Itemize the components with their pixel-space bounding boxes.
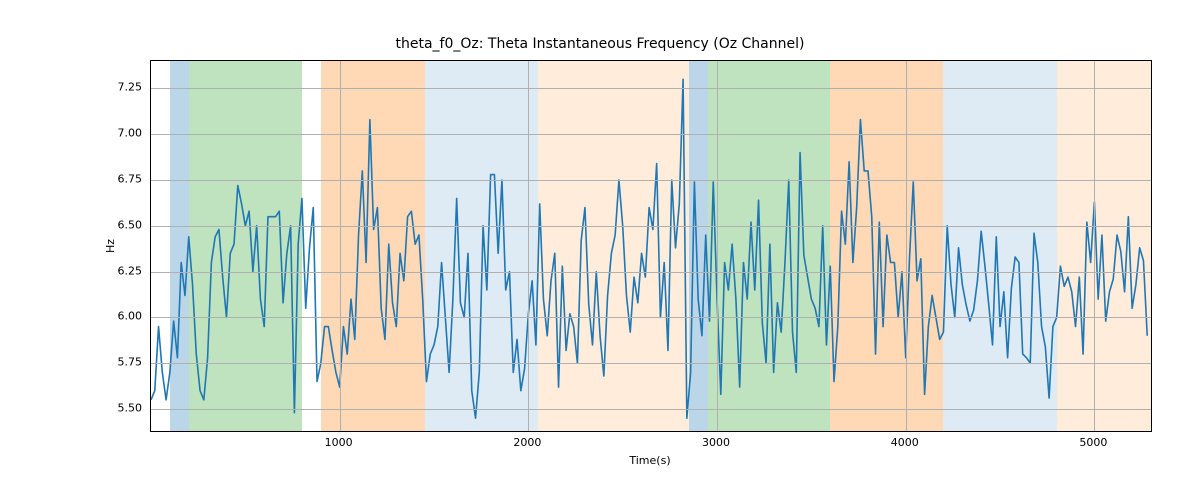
y-tick-label: 6.00 <box>118 310 143 323</box>
gridline-horizontal <box>151 317 1151 318</box>
y-axis-label: Hz <box>104 239 117 253</box>
x-tick-label: 4000 <box>891 436 919 449</box>
x-tick-label: 3000 <box>702 436 730 449</box>
gridline-vertical <box>906 61 907 431</box>
gridline-horizontal <box>151 226 1151 227</box>
figure: theta_f0_Oz: Theta Instantaneous Frequen… <box>0 0 1200 500</box>
axes-area <box>150 60 1152 432</box>
data-line <box>151 79 1147 418</box>
y-tick-label: 6.25 <box>118 264 143 277</box>
gridline-horizontal <box>151 134 1151 135</box>
gridline-vertical <box>717 61 718 431</box>
y-tick-label: 5.75 <box>118 356 143 369</box>
gridline-vertical <box>1094 61 1095 431</box>
x-axis-label: Time(s) <box>150 454 1150 467</box>
line-plot <box>151 61 1151 431</box>
gridline-horizontal <box>151 272 1151 273</box>
y-tick-label: 6.75 <box>118 173 143 186</box>
y-tick-label: 7.25 <box>118 81 143 94</box>
x-tick-label: 2000 <box>513 436 541 449</box>
gridline-horizontal <box>151 88 1151 89</box>
x-tick-label: 5000 <box>1079 436 1107 449</box>
gridline-horizontal <box>151 409 1151 410</box>
gridline-horizontal <box>151 180 1151 181</box>
gridline-vertical <box>340 61 341 431</box>
gridline-vertical <box>528 61 529 431</box>
chart-title: theta_f0_Oz: Theta Instantaneous Frequen… <box>0 36 1200 52</box>
x-tick-label: 1000 <box>325 436 353 449</box>
gridline-horizontal <box>151 363 1151 364</box>
y-tick-label: 6.50 <box>118 218 143 231</box>
y-tick-label: 5.50 <box>118 402 143 415</box>
y-tick-label: 7.00 <box>118 127 143 140</box>
